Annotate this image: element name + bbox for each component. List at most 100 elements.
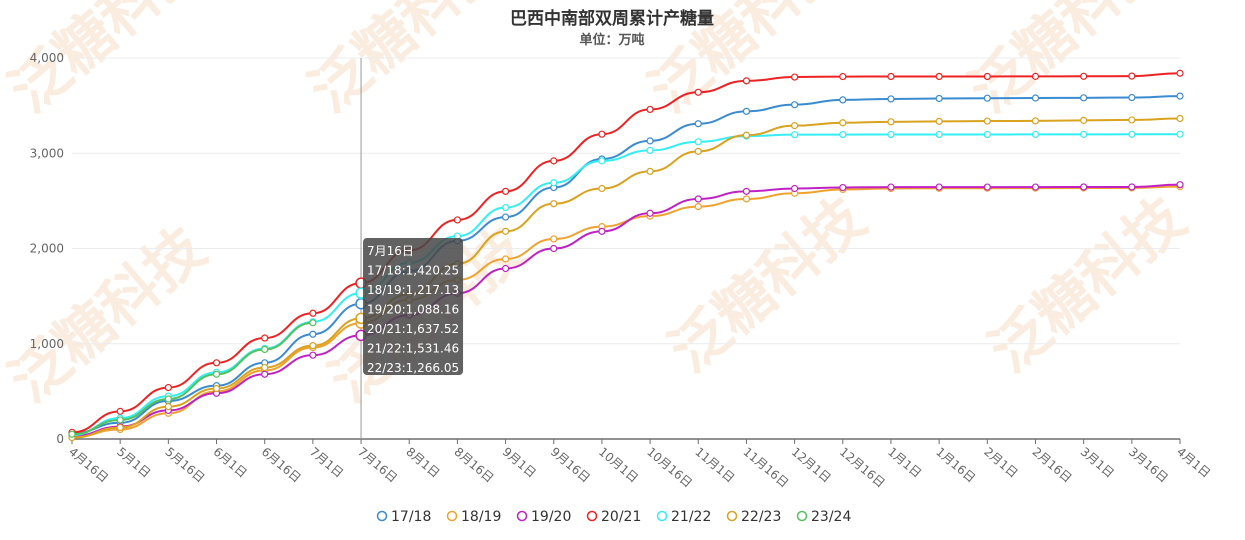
data-point bbox=[261, 334, 269, 342]
data-point bbox=[309, 309, 317, 317]
data-point bbox=[1128, 72, 1136, 80]
data-point bbox=[742, 131, 751, 139]
x-tick-label: 12月1日 bbox=[789, 445, 834, 486]
data-point bbox=[935, 72, 943, 81]
data-point bbox=[116, 416, 124, 424]
data-point bbox=[212, 370, 221, 378]
data-point bbox=[1031, 130, 1040, 138]
data-point bbox=[501, 203, 510, 212]
data-point bbox=[935, 94, 943, 103]
data-point bbox=[791, 131, 799, 139]
x-tick-label: 9月1日 bbox=[500, 445, 539, 481]
legend-item-22-23[interactable]: 22/23 bbox=[726, 509, 782, 525]
legend-label: 21/22 bbox=[671, 509, 711, 525]
watermark-text: 泛糖科技 bbox=[296, 0, 517, 125]
legend-item-17-18[interactable]: 17/18 bbox=[376, 509, 432, 525]
x-tick-label: 7月16日 bbox=[355, 445, 400, 486]
legend-item-21-22[interactable]: 21/22 bbox=[656, 509, 712, 525]
legend-item-23-24[interactable]: 23/24 bbox=[796, 509, 852, 525]
data-point bbox=[1080, 130, 1088, 138]
data-point bbox=[309, 319, 317, 327]
data-point bbox=[501, 264, 510, 273]
data-point bbox=[1031, 72, 1040, 80]
watermark-layer: 泛糖科技泛糖科技泛糖科技泛糖科技泛糖科技泛糖科技泛糖科技泛糖科技 bbox=[0, 0, 1198, 415]
data-point bbox=[839, 72, 847, 81]
data-point bbox=[1128, 130, 1136, 138]
data-point bbox=[983, 130, 991, 139]
data-point bbox=[598, 227, 606, 235]
data-point bbox=[983, 117, 991, 125]
x-tick-label: 7月1日 bbox=[307, 445, 346, 481]
x-tick-label: 8月1日 bbox=[403, 445, 442, 481]
legend-marker bbox=[376, 510, 388, 522]
data-point bbox=[694, 202, 702, 211]
y-axis: 0 1,000 2,000 3,000 4,000 bbox=[30, 51, 64, 446]
data-point bbox=[68, 430, 76, 438]
data-point bbox=[309, 342, 317, 350]
legend-item-18-19[interactable]: 18/19 bbox=[446, 509, 502, 525]
data-point bbox=[1031, 183, 1040, 191]
x-tick-label: 10月1日 bbox=[596, 445, 641, 486]
watermark-text: 泛糖科技 bbox=[956, 0, 1177, 125]
data-point bbox=[646, 167, 654, 175]
x-tick-label: 12月16日 bbox=[837, 445, 888, 491]
data-point bbox=[646, 209, 654, 217]
x-tick-label: 1月16日 bbox=[933, 445, 978, 486]
data-point bbox=[646, 146, 654, 154]
data-point bbox=[1080, 116, 1088, 124]
chart-title: 巴西中南部双周累计产糖量 bbox=[510, 8, 714, 29]
legend-label: 22/23 bbox=[741, 509, 781, 525]
x-tick-label: 5月1日 bbox=[114, 445, 153, 481]
data-point bbox=[550, 244, 558, 253]
data-point bbox=[983, 94, 991, 102]
x-tick-label: 10月16日 bbox=[644, 445, 695, 491]
data-point bbox=[1176, 92, 1184, 100]
tooltip-line: 21/22:1,531.46 bbox=[367, 342, 459, 356]
grid-lines bbox=[72, 57, 1180, 345]
data-point bbox=[598, 184, 606, 193]
data-point bbox=[164, 383, 172, 392]
legend-item-20-21[interactable]: 20/21 bbox=[586, 509, 642, 525]
legend-marker bbox=[586, 510, 598, 522]
legend-marker bbox=[516, 510, 528, 522]
y-tick-label: 2,000 bbox=[30, 242, 64, 256]
data-point bbox=[1128, 183, 1136, 191]
data-point bbox=[261, 363, 269, 372]
legend-item-19-20[interactable]: 19/20 bbox=[516, 509, 572, 525]
data-point bbox=[261, 345, 269, 354]
data-point bbox=[646, 137, 654, 145]
tooltip-box bbox=[363, 238, 464, 375]
x-tick-label: 9月16日 bbox=[548, 445, 593, 486]
x-axis: 4月16日 5月1日 5月16日 6月1日 6月16日 7月1日 7月16日 8月1日 8月16… bbox=[66, 438, 1213, 491]
data-point bbox=[309, 351, 317, 359]
data-point bbox=[309, 330, 317, 338]
legend-label: 18/19 bbox=[461, 509, 501, 525]
legend[interactable]: 17/18 18/19 19/20 20/21 21/22 22/23 23/24 bbox=[376, 509, 852, 525]
x-tick-label: 6月1日 bbox=[211, 445, 250, 481]
y-tick-label: 3,000 bbox=[30, 146, 64, 160]
data-point bbox=[935, 130, 943, 139]
data-point bbox=[164, 403, 172, 411]
data-point bbox=[839, 183, 847, 192]
tooltip-line: 18/19:1,217.13 bbox=[367, 283, 459, 297]
data-point bbox=[791, 73, 799, 81]
legend-label: 17/18 bbox=[391, 509, 431, 525]
data-point bbox=[1080, 94, 1088, 102]
tooltip-line: 19/20:1,088.16 bbox=[367, 303, 459, 317]
tooltip-header: 7月16日 bbox=[367, 244, 414, 258]
data-point bbox=[742, 77, 751, 85]
tooltip-line: 17/18:1,420.25 bbox=[367, 264, 459, 278]
data-point bbox=[742, 195, 751, 203]
data-point bbox=[550, 200, 558, 208]
data-point bbox=[742, 107, 751, 115]
legend-marker bbox=[796, 510, 808, 522]
data-point bbox=[116, 407, 124, 415]
series-layer bbox=[68, 69, 1184, 442]
watermark-text: 泛糖科技 bbox=[976, 184, 1197, 385]
data-point bbox=[887, 118, 895, 126]
data-point bbox=[550, 179, 558, 187]
data-point bbox=[116, 423, 124, 432]
data-point bbox=[694, 120, 702, 128]
data-point bbox=[839, 96, 847, 104]
data-point bbox=[501, 255, 510, 263]
